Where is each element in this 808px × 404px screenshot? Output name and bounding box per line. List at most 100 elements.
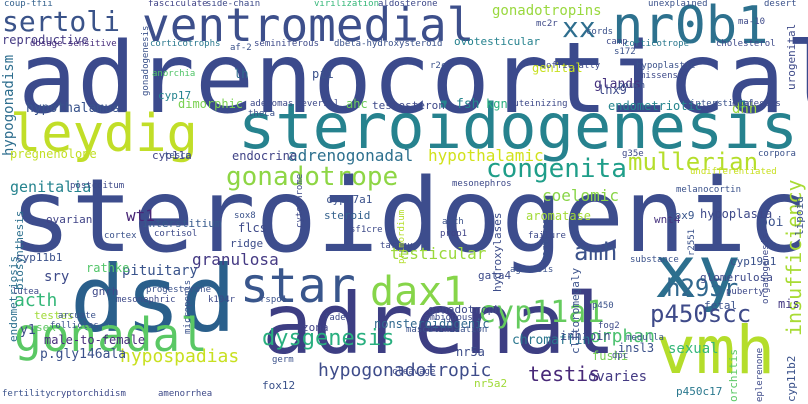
word-mis: mis [778,297,800,311]
word-adrenal: adrenal [262,275,617,373]
word-corticotrope: corticotrope [624,39,690,49]
word-steroidogenesis: steroidogenesis [238,90,798,163]
word-desert: desert [764,0,797,9]
word-rspo1: rspo1 [260,295,288,305]
word-reversal: reversal [296,99,340,109]
word-nonsteroidogenic: nonsteroidogenic [374,317,490,331]
word-fsh: fsh [456,97,480,112]
word-masculinization: masculinization [406,325,488,335]
word-r2551: r2551 [687,228,697,256]
word-af-2: af-2 [230,43,252,53]
word-rathke: rathke [86,261,130,275]
word-hypogonadotropic: hypogonadotropic [318,360,492,381]
word-leydig: leydig [10,104,198,164]
word-ambiguous: ambiguous [424,313,473,323]
word-amh: amh [574,238,618,266]
word-eplerenone: eplerenone [755,347,765,402]
word-ridge: ridge [230,237,264,250]
word-interstitium: interstitium [142,217,222,230]
word-steroid: steroid [324,209,371,222]
word-dosage-sensitive: dosage-sensitive [30,39,117,49]
word-unexplained: unexplained [648,0,708,9]
word-glands: glands [594,77,641,92]
word-camp: camp [606,37,628,47]
word-gonadotropins: gonadotropins [492,3,602,19]
word-nr5a2: nr5a2 [474,377,508,390]
word-interstitial: interstitial [690,99,756,109]
word-sox8: sox8 [234,211,256,221]
word-lh: lh [234,67,249,81]
word-primordium: primordium [397,209,407,264]
word-hypoplasia: hypoplasia [700,207,773,221]
word-p450: p450 [592,301,614,311]
word-side-chain: side-chain [206,0,261,9]
word-adenomas: adenomas [250,99,294,109]
word-pituitary: pituitary [122,263,198,279]
word-hypoplastic: hypoplastic [636,61,696,71]
word-corpora: corpora [758,149,796,159]
word-cyp11a: cyp11a [152,149,192,162]
word-cyp11b2: cyp11b2 [785,355,798,402]
word-ahch: ahch [442,217,464,227]
word-ma-10: ma-10 [738,17,766,27]
word-organogenesis: organogenesis [761,233,771,304]
word-gata4: gata4 [478,269,512,282]
word-wnt4: wnt4 [654,213,681,226]
word-star: star [240,258,356,314]
word-cyp11b1: cyp11b1 [16,251,63,264]
word-aromatase: aromatase [526,209,592,223]
word-virilization: virilization [314,0,380,9]
word-granulosa: granulosa [192,250,279,269]
word-hypospadias: hypospadias [120,346,240,367]
word-theca: theca [248,109,276,119]
word-r2c: r2c [430,61,447,71]
word-g35e: g35e [622,149,644,159]
word-cyp11a1: cyp11a1 [478,295,605,330]
word-corticotrophs: corticotrophs [150,39,221,49]
word-glomerulosa: glomerulosa [700,271,773,284]
word-missense: missense [640,71,684,81]
word-anorchia: anorchia [152,69,196,79]
word-fog2: fog2 [598,321,620,331]
word-dpc: dpc [612,351,629,361]
word-sry: sry [44,269,70,285]
word-dax1: dax1 [370,269,467,315]
word-gnrh: gnrh [92,285,119,298]
word-cytochrome: cytochrome [295,173,305,228]
word-inhibin: inhibin [560,329,611,343]
word-genitalia: genitalia [10,178,92,196]
word-h295r: h295r [666,274,739,302]
word-clitoromegaly: clitoromegaly [569,267,582,354]
word-tarazu: tarazu [380,241,413,251]
word-adrenocortical: adrenocortical [18,22,808,136]
word-xy: xy [654,230,741,314]
word-luteinizing: luteinizing [508,99,568,109]
word-ahc: ahc [346,97,368,111]
word-insl3: insl3 [618,341,655,355]
word-lutea: lutea [12,287,40,297]
word-gonadotrope: gonadotrope [226,162,399,192]
word-dysgenesis: dysgenesis [262,326,395,351]
word-sertoli: sertoli [2,5,121,38]
word-postcoitum: postcoitum [70,181,125,191]
word-cords: cords [586,27,614,37]
word-mc2r: mc2r [536,19,558,29]
word-nr0b1: nr0b1 [612,0,769,56]
word-male-to-female: male-to-female [44,333,146,347]
word-gonadal: gonadal [14,308,208,362]
word-arcuate: arcuate [58,311,96,321]
word-congenita: congenita [486,154,627,184]
word-flcs: flcs [238,221,267,235]
word-dbeta-hydroxysteroid: dbeta-hydroxysteroid [334,39,443,49]
word-substance: substance [630,255,679,265]
word-progesterone: progesterone [146,285,212,295]
word-genital: genital [532,61,583,75]
word-ovotesticular: ovotesticular [454,35,541,48]
word-lipoid: lipoid [793,196,806,236]
word-ovotestes: ovotestes [732,99,781,109]
word-cyp17a1: cyp17a1 [326,193,373,206]
word-medulla: medulla [626,333,664,343]
word-p.gly146ala: p.gly146ala [40,347,127,362]
word-amenorrhea: amenorrhea [158,389,213,399]
